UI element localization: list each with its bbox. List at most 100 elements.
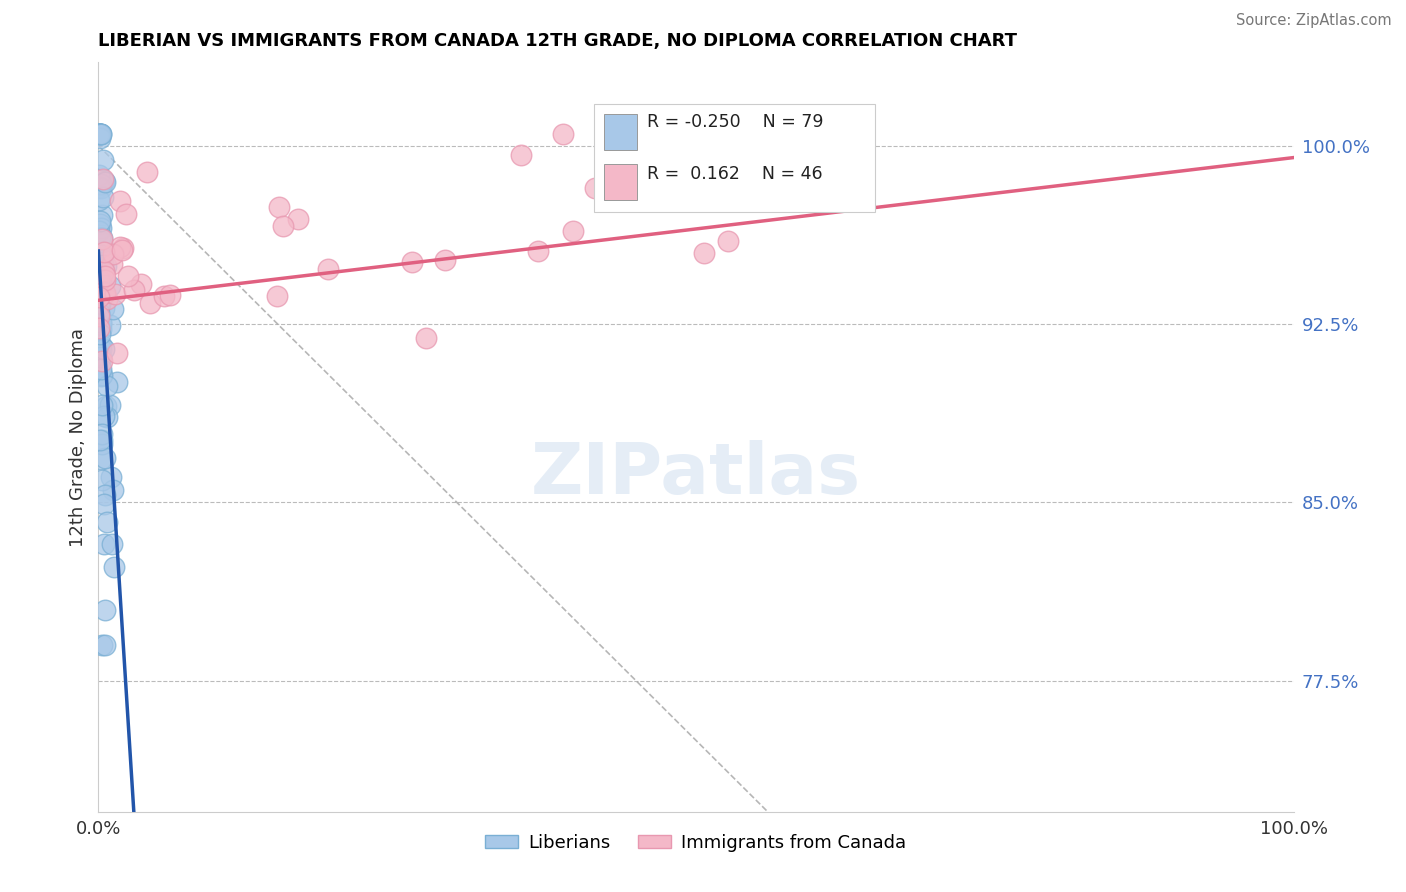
Point <box>96 379 118 393</box>
Point <box>287 212 309 227</box>
Point <box>91 172 114 186</box>
Point <box>583 180 606 194</box>
Point <box>91 258 114 272</box>
Point <box>112 241 135 255</box>
Point <box>87 273 110 287</box>
Point <box>101 537 124 551</box>
Point <box>90 398 112 412</box>
Point <box>93 301 115 315</box>
Point <box>89 127 111 141</box>
Point <box>87 127 110 141</box>
Point <box>96 260 118 274</box>
Point <box>98 398 121 412</box>
Point <box>87 127 110 141</box>
Point <box>90 235 112 249</box>
Point <box>89 326 111 341</box>
Point <box>89 214 111 228</box>
Point <box>98 318 121 333</box>
Point <box>103 559 125 574</box>
Point <box>91 433 114 447</box>
Point <box>96 410 118 425</box>
Point <box>89 356 111 370</box>
Point <box>90 181 112 195</box>
Point <box>89 338 111 352</box>
Point <box>105 346 128 360</box>
Point <box>91 473 114 487</box>
Point <box>91 153 114 167</box>
Point <box>90 369 112 384</box>
Point <box>89 194 111 208</box>
Point <box>89 306 111 320</box>
Point <box>94 399 117 413</box>
Point <box>94 285 117 300</box>
Point <box>91 353 114 368</box>
Point <box>122 283 145 297</box>
Point <box>105 375 128 389</box>
Point <box>89 434 111 448</box>
Point <box>98 278 121 293</box>
Text: LIBERIAN VS IMMIGRANTS FROM CANADA 12TH GRADE, NO DIPLOMA CORRELATION CHART: LIBERIAN VS IMMIGRANTS FROM CANADA 12TH … <box>98 32 1018 50</box>
Point <box>96 515 118 529</box>
Text: Source: ZipAtlas.com: Source: ZipAtlas.com <box>1236 13 1392 29</box>
Point <box>316 261 339 276</box>
Point <box>87 320 110 334</box>
Point <box>117 268 139 283</box>
Bar <box>605 114 637 150</box>
Point <box>94 488 117 502</box>
Point <box>93 537 115 551</box>
Point <box>551 127 574 141</box>
Point <box>89 297 111 311</box>
Point <box>135 164 157 178</box>
Point <box>89 217 111 231</box>
Point <box>90 315 112 329</box>
Y-axis label: 12th Grade, No Diploma: 12th Grade, No Diploma <box>69 327 87 547</box>
Point <box>271 219 294 233</box>
Text: R = -0.250    N = 79: R = -0.250 N = 79 <box>647 113 824 131</box>
Point <box>89 285 111 300</box>
Point <box>93 273 115 287</box>
Text: R =  0.162    N = 46: R = 0.162 N = 46 <box>647 165 823 183</box>
Point <box>87 168 110 182</box>
Point <box>152 289 174 303</box>
Point <box>90 177 112 191</box>
Point <box>100 470 122 484</box>
Point <box>111 243 134 257</box>
Point <box>91 190 114 204</box>
Point <box>90 127 112 141</box>
Point <box>90 451 112 466</box>
Point <box>103 302 125 317</box>
Point <box>90 252 112 266</box>
Point <box>94 268 117 283</box>
Point <box>87 362 110 376</box>
Point <box>87 127 110 141</box>
Point <box>93 497 115 511</box>
Point <box>626 186 648 201</box>
Point <box>90 276 112 290</box>
Point <box>94 175 117 189</box>
Bar <box>605 163 637 200</box>
Point <box>108 194 131 208</box>
Point <box>87 289 110 303</box>
Point <box>91 231 114 245</box>
Point <box>87 223 110 237</box>
Point <box>90 437 112 451</box>
Point <box>527 244 550 259</box>
Point <box>266 289 288 303</box>
Point <box>93 263 115 277</box>
Point <box>90 351 112 365</box>
Point <box>716 234 738 248</box>
Point <box>87 180 110 194</box>
Point <box>510 148 533 162</box>
Point <box>94 451 117 466</box>
Point <box>433 253 456 268</box>
Point <box>91 368 114 383</box>
Point <box>90 220 112 235</box>
Point <box>90 318 112 332</box>
Point <box>108 240 131 254</box>
Point <box>91 232 114 246</box>
Point <box>665 127 688 141</box>
Point <box>139 296 162 310</box>
Point <box>104 287 127 301</box>
Point <box>93 245 115 260</box>
Point <box>693 245 716 260</box>
